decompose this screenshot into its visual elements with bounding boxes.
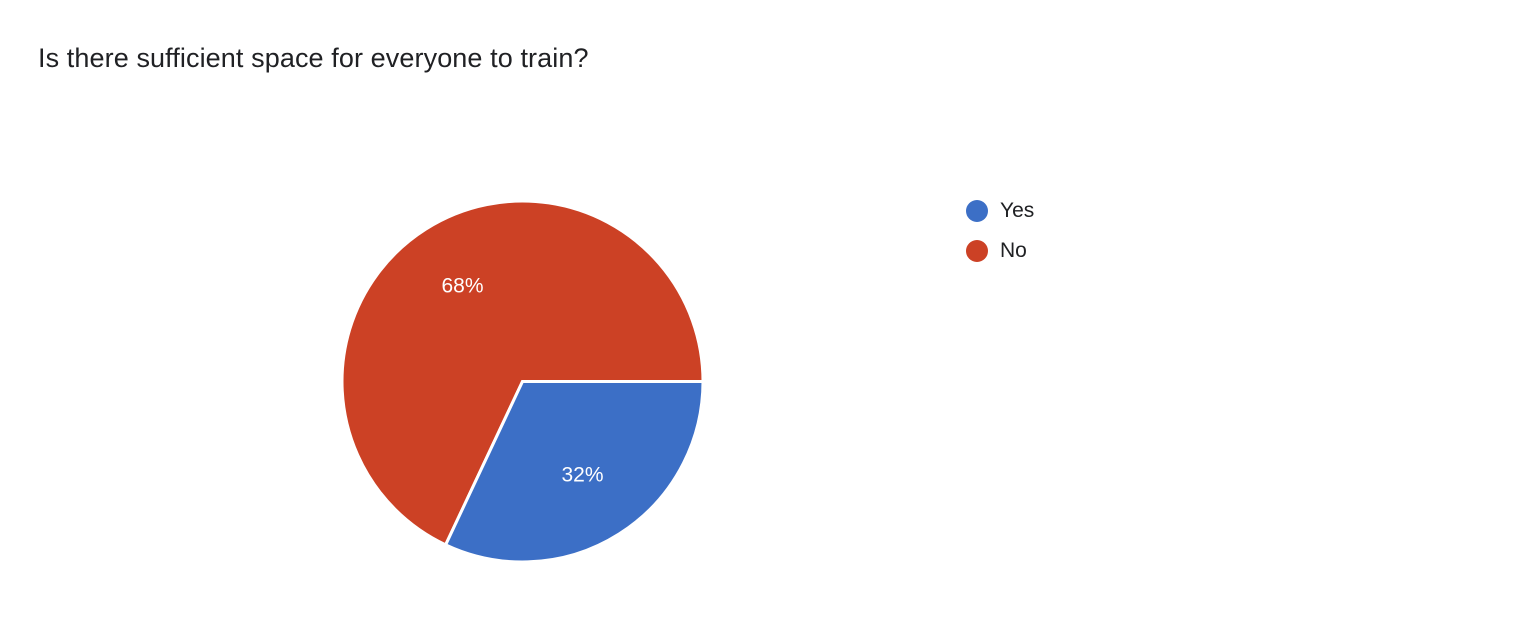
pie-slice-yes[interactable]	[443, 380, 705, 564]
pie-slice-no[interactable]	[340, 199, 705, 547]
pie-slice-yes-label: 32%	[561, 464, 603, 487]
pie-chart-graphic: 68% 32%	[340, 199, 705, 564]
legend-item-yes[interactable]: Yes	[966, 199, 1034, 223]
legend-swatch-no-icon	[966, 240, 988, 262]
pie-slice-no-label: 68%	[441, 275, 483, 298]
legend-label-no: No	[1000, 239, 1027, 262]
legend-swatch-yes-icon	[966, 200, 988, 222]
page-title: Is there sufficient space for everyone t…	[38, 43, 589, 73]
legend-label-yes: Yes	[1000, 199, 1035, 222]
chart-legend: Yes No	[966, 199, 1034, 263]
legend-item-no[interactable]: No	[966, 239, 1034, 263]
